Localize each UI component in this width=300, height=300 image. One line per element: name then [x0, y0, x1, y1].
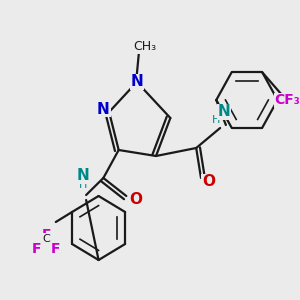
Text: F: F — [51, 242, 61, 256]
Text: F: F — [41, 228, 51, 242]
Text: H: H — [212, 115, 220, 125]
Text: N: N — [130, 74, 143, 89]
Text: CH₃: CH₃ — [133, 40, 156, 53]
Text: N: N — [77, 169, 90, 184]
Text: F: F — [32, 242, 41, 256]
Text: N: N — [218, 104, 230, 119]
Text: O: O — [129, 193, 142, 208]
Text: N: N — [97, 101, 110, 116]
Text: CF₃: CF₃ — [274, 93, 300, 107]
Text: C: C — [42, 234, 50, 244]
Text: O: O — [202, 175, 215, 190]
Text: H: H — [79, 180, 88, 190]
